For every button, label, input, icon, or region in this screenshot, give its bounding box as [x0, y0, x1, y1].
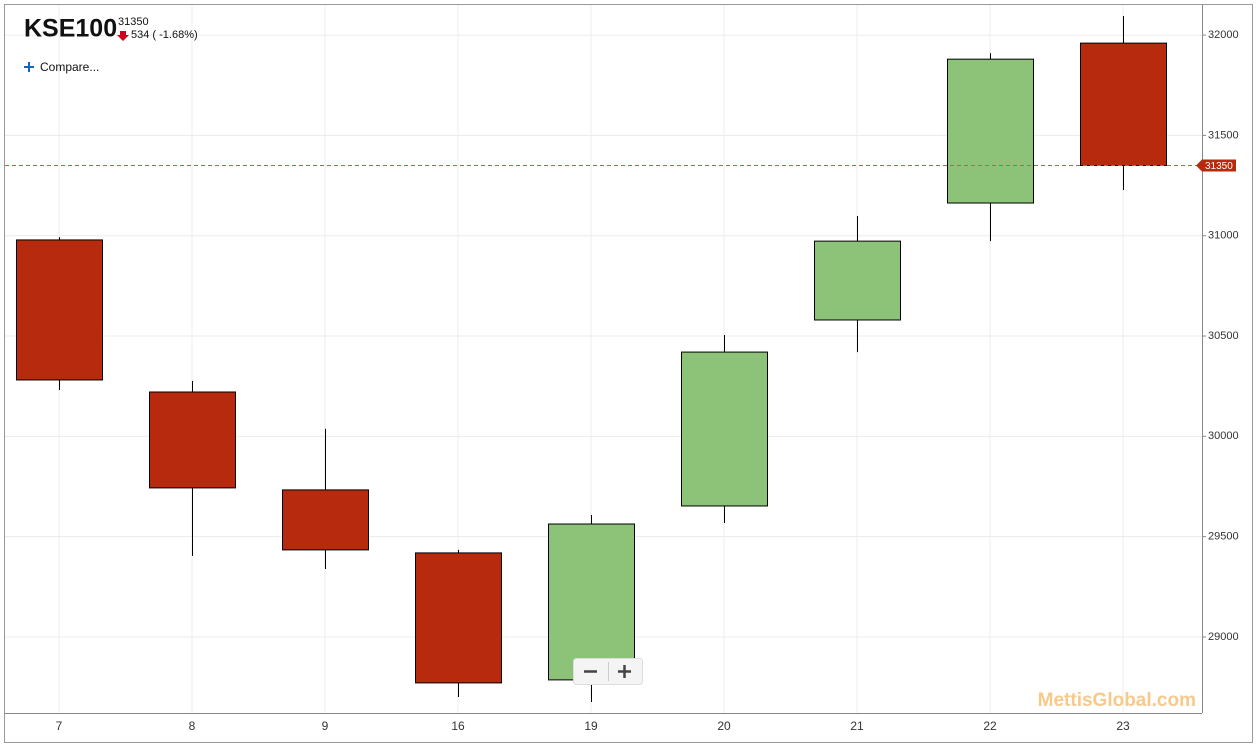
x-tick-label: 9: [322, 719, 329, 733]
x-tick-label: 23: [1116, 719, 1130, 733]
candles: [16, 16, 1167, 702]
x-tick-label: 20: [717, 719, 731, 733]
x-tick-label: 19: [584, 719, 598, 733]
plus-icon: [24, 62, 34, 72]
candle-body: [681, 351, 768, 507]
zoom-controls: [573, 658, 643, 685]
y-tick-label: 32000: [1208, 29, 1239, 41]
x-tick-label: 8: [189, 719, 196, 733]
candle-body: [149, 391, 236, 489]
candle-body: [1080, 42, 1167, 166]
zoom-in[interactable]: [618, 665, 631, 678]
price-tag: 31350: [5, 159, 1236, 172]
candle-body: [548, 523, 635, 681]
candle-body: [16, 239, 103, 381]
down-arrow: [117, 31, 129, 41]
y-tick-label: 29000: [1208, 631, 1239, 643]
x-tick-label: 7: [56, 719, 63, 733]
watermark: MettisGlobal.com: [1038, 690, 1196, 711]
compare-button[interactable]: Compare...: [24, 60, 99, 74]
x-tick-label: 21: [850, 719, 864, 733]
chart-title: KSE100: [24, 15, 117, 43]
candle-body: [282, 489, 369, 551]
y-tick-label: 30500: [1208, 330, 1239, 342]
last-price-tag: [1196, 159, 1236, 172]
compare-label[interactable]: Compare...: [40, 60, 99, 74]
y-tick-label: 30000: [1208, 430, 1239, 442]
y-tick-label: 29500: [1208, 531, 1239, 543]
y-tick-label: 31500: [1208, 129, 1239, 141]
candle-body: [947, 58, 1034, 204]
candle-body: [814, 240, 901, 321]
last-price: 31350: [118, 16, 149, 28]
price-change: 534 ( -1.68%): [131, 29, 198, 41]
x-tick-label: 22: [983, 719, 997, 733]
last-price-label: 31350: [1205, 161, 1233, 172]
x-tick-label: 16: [451, 719, 465, 733]
y-tick-label: 31000: [1208, 230, 1239, 242]
candle-body: [415, 552, 502, 684]
